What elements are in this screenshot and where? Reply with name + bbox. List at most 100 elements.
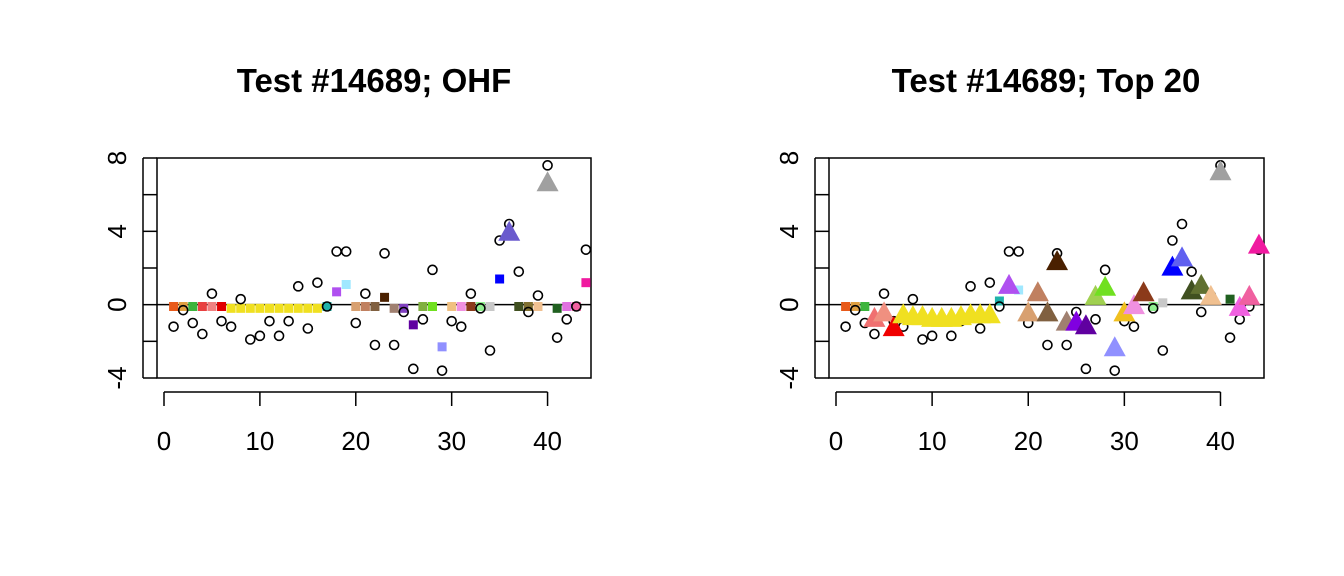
data-point-circle <box>446 315 457 327</box>
x-tick-label: 40 <box>1206 426 1235 456</box>
x-tick-label: 20 <box>341 426 370 456</box>
y-tick-label: 0 <box>102 297 132 311</box>
data-point-triangle <box>1017 301 1040 322</box>
data-point-circle <box>542 160 553 171</box>
data-point-square <box>303 303 313 313</box>
data-point-circle <box>561 314 573 325</box>
data-point-circle <box>302 323 314 334</box>
data-point-circle <box>436 365 448 376</box>
data-point-circle <box>571 301 582 312</box>
data-point-circle <box>1176 218 1188 230</box>
data-point-square <box>514 302 524 311</box>
data-point-circle <box>1013 246 1024 257</box>
data-point-square <box>495 274 505 284</box>
x-tick-label: 30 <box>437 426 466 456</box>
data-point-triangle <box>1171 246 1194 267</box>
data-point-circle <box>974 323 986 334</box>
x-tick-label: 10 <box>918 426 947 456</box>
data-point-circle <box>878 288 890 299</box>
data-point-square <box>341 280 351 289</box>
data-point-square <box>236 303 246 313</box>
data-point-circle <box>177 304 189 316</box>
data-point-circle <box>523 306 534 318</box>
data-point-triangle <box>873 301 896 322</box>
data-point-square <box>562 302 572 311</box>
data-point-square <box>552 303 562 313</box>
data-point-square <box>523 302 533 311</box>
data-point-circle <box>379 248 390 259</box>
data-point-square <box>197 302 207 311</box>
data-point-triangle <box>1046 250 1069 271</box>
data-point-circle <box>1147 303 1159 314</box>
data-point-square <box>533 302 543 311</box>
data-point-circle <box>283 315 294 327</box>
data-point-square <box>217 302 227 311</box>
x-tick-label: 30 <box>1110 426 1139 456</box>
x-tick-label: 0 <box>157 426 171 456</box>
data-point-circle <box>484 345 496 356</box>
data-point-triangle <box>1122 294 1145 315</box>
data-point-square <box>312 303 322 313</box>
data-point-circle <box>455 321 467 332</box>
data-point-triangle <box>1113 301 1136 322</box>
data-point-square <box>389 303 399 313</box>
data-point-triangle <box>998 273 1021 294</box>
data-point-circle <box>465 288 477 299</box>
data-point-triangle <box>1103 336 1126 357</box>
data-point-triangle <box>1247 233 1270 254</box>
data-point-circle <box>1167 235 1178 246</box>
data-point-square <box>351 302 361 311</box>
x-tick-label: 20 <box>1014 426 1043 456</box>
data-point-triangle <box>1074 314 1097 335</box>
data-point-circle <box>340 246 352 257</box>
data-point-square <box>360 302 370 311</box>
data-point-circle <box>513 266 525 277</box>
data-point-circle <box>398 306 410 318</box>
data-point-circle <box>417 314 429 325</box>
y-tick-label: 4 <box>774 224 804 238</box>
data-point-square <box>850 302 860 311</box>
y-tick-label: 8 <box>102 151 132 165</box>
data-point-triangle <box>1180 279 1203 300</box>
data-point-circle <box>532 290 544 301</box>
data-point-square <box>284 303 294 313</box>
data-point-circle <box>1234 314 1245 325</box>
data-point-circle <box>926 330 938 342</box>
data-point-square <box>188 302 198 311</box>
y-tick-label: -4 <box>102 366 132 389</box>
data-point-circle <box>312 277 323 288</box>
data-point-square <box>1225 294 1235 304</box>
data-point-circle <box>1042 339 1053 351</box>
data-point-circle <box>292 281 304 292</box>
data-point-circle <box>1128 321 1140 332</box>
data-point-circle <box>197 328 208 340</box>
data-point-square <box>399 303 409 313</box>
data-point-square <box>264 303 274 313</box>
data-point-circle <box>273 330 285 342</box>
data-point-triangle <box>1238 284 1261 305</box>
data-point-square <box>1158 298 1168 308</box>
data-point-circle <box>369 339 381 351</box>
data-point-circle <box>849 304 861 316</box>
chart-title-top20: Test #14689; Top 20 <box>892 62 1201 99</box>
data-point-circle <box>946 330 957 342</box>
data-point-circle <box>408 363 419 375</box>
data-point-triangle <box>1026 281 1049 302</box>
data-point-square <box>418 302 428 311</box>
data-point-square <box>332 287 342 297</box>
data-point-square <box>322 302 332 311</box>
data-point-circle <box>321 301 333 312</box>
data-point-square <box>581 278 591 288</box>
data-point-triangle <box>1036 301 1059 322</box>
x-tick-label: 0 <box>829 426 843 456</box>
data-point-triangle <box>882 316 905 337</box>
data-point-square <box>437 342 447 352</box>
data-point-triangle <box>863 306 886 327</box>
data-point-circle <box>350 317 362 329</box>
data-point-square <box>1148 302 1158 311</box>
data-point-triangle <box>1094 275 1117 296</box>
data-point-circle <box>551 332 563 343</box>
data-point-circle <box>1090 314 1101 325</box>
panel-ohf: -4 0 4 8 0 10 20 30 40 <box>102 151 592 456</box>
